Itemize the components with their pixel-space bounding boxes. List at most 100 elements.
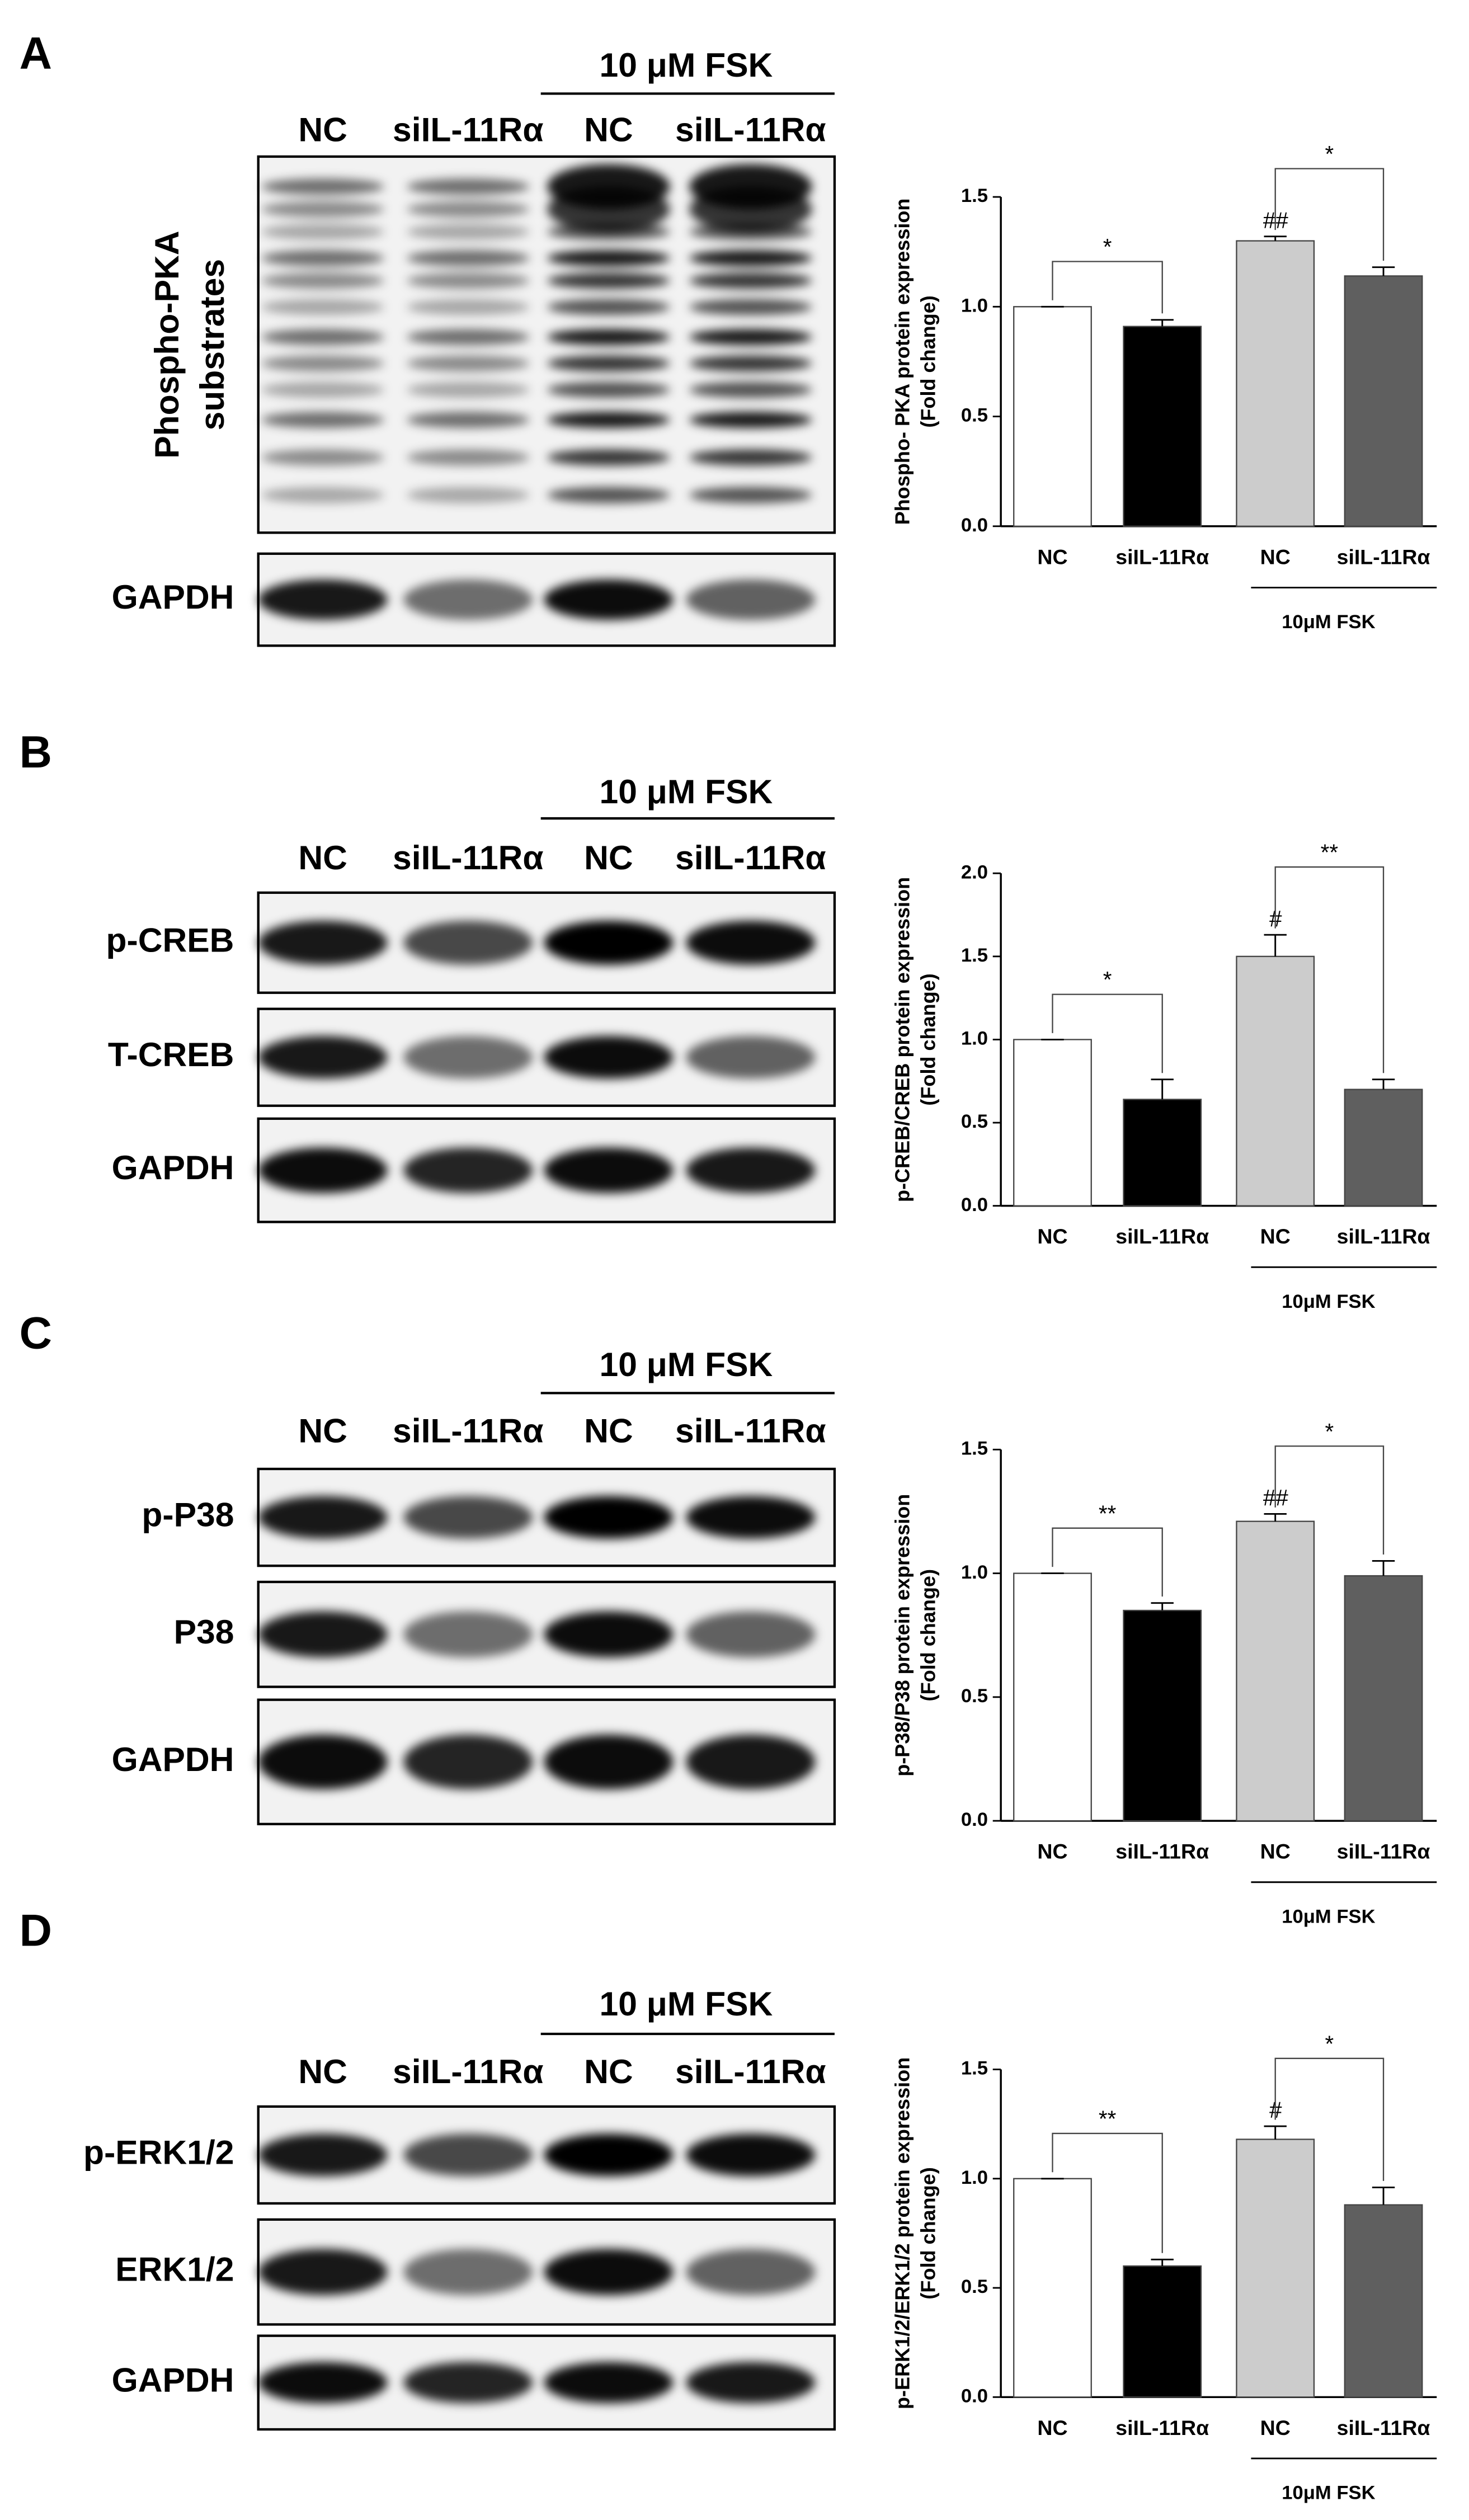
blot-bands <box>258 2249 816 2295</box>
band <box>261 381 384 398</box>
band <box>686 1496 816 1539</box>
band <box>689 355 812 372</box>
band <box>547 299 670 315</box>
row-label: substrates <box>193 259 231 430</box>
band <box>686 1611 816 1658</box>
x-tick-label: NC <box>1037 2416 1067 2439</box>
band <box>407 487 530 503</box>
band <box>407 201 530 218</box>
group-label: 10μM FSK <box>1282 611 1375 633</box>
band <box>407 381 530 398</box>
x-tick-label: siIL-11Rα <box>1115 1224 1209 1248</box>
row-label: GAPDH <box>112 1148 234 1186</box>
band <box>407 329 530 346</box>
band <box>403 579 533 620</box>
band <box>686 2249 816 2295</box>
error-bar <box>1372 266 1395 276</box>
x-tick-label: NC <box>1037 545 1067 568</box>
band <box>261 250 384 266</box>
band <box>689 449 812 466</box>
band <box>689 223 812 240</box>
row-label: Phospho-PKA <box>148 230 186 458</box>
band <box>258 1496 388 1539</box>
error-bar <box>1264 2125 1287 2140</box>
band <box>689 381 812 398</box>
error-bar <box>1151 2258 1174 2266</box>
band <box>407 178 530 195</box>
blot-bands <box>258 579 816 620</box>
band <box>403 2133 533 2177</box>
band <box>258 2133 388 2177</box>
band <box>686 1734 816 1789</box>
band <box>258 1147 388 1193</box>
band <box>544 579 674 620</box>
band <box>689 487 812 503</box>
significance-label: ** <box>1099 1500 1117 1526</box>
y-tick-label: 1.5 <box>961 945 988 966</box>
band <box>261 412 384 428</box>
lane-label: siIL-11Rα <box>393 111 544 149</box>
band <box>689 272 812 289</box>
error-bar <box>1151 1602 1174 1610</box>
bar <box>1344 1089 1423 1207</box>
band <box>686 920 816 965</box>
band <box>547 186 670 232</box>
error-bar <box>1264 934 1287 957</box>
x-tick-label: siIL-11Rα <box>1115 545 1209 568</box>
band <box>544 920 674 965</box>
y-axis-label: (Fold change) <box>917 2167 940 2299</box>
lane-label: NC <box>298 1412 347 1450</box>
bar <box>1236 240 1315 527</box>
error-bar <box>1264 1513 1287 1522</box>
error-bar <box>1151 319 1174 327</box>
lane-label: NC <box>298 2052 347 2090</box>
band <box>403 1147 533 1193</box>
y-tick-label: 1.0 <box>961 295 988 316</box>
blot-bands <box>258 2133 816 2177</box>
y-tick-label: 0.0 <box>961 1194 988 1216</box>
band <box>258 1734 388 1789</box>
x-tick-label: NC <box>1260 1840 1291 1863</box>
y-tick-label: 1.0 <box>961 1028 988 1049</box>
row-label: p-ERK1/2 <box>83 2133 234 2171</box>
x-tick-label: NC <box>1037 1840 1067 1863</box>
band <box>547 250 670 266</box>
treatment-label: 10 μM FSK <box>600 1985 773 2023</box>
significance-bracket <box>1052 1527 1163 1597</box>
row-label: GAPDH <box>112 578 234 616</box>
blot-bands <box>258 1734 816 1789</box>
y-tick-label: 1.0 <box>961 2167 988 2188</box>
y-axis-label: (Fold change) <box>917 295 940 427</box>
band <box>689 329 812 346</box>
x-tick-label: NC <box>1260 2416 1291 2439</box>
band <box>407 250 530 266</box>
lane-label: siIL-11Rα <box>393 1412 544 1450</box>
band <box>547 355 670 372</box>
y-axis-label: Phospho- PKA protein expression <box>891 199 914 525</box>
bar <box>1236 1520 1315 1822</box>
band <box>258 579 388 620</box>
band <box>407 223 530 240</box>
y-tick-label: 1.0 <box>961 1562 988 1583</box>
lane-label: NC <box>298 839 347 877</box>
row-label: T-CREB <box>108 1035 234 1073</box>
band <box>261 272 384 289</box>
significance-label: * <box>1325 2031 1334 2056</box>
group-label: 10μM FSK <box>1282 1906 1375 1927</box>
band <box>544 1734 674 1789</box>
band <box>261 329 384 346</box>
y-tick-label: 0.0 <box>961 1809 988 1830</box>
band <box>544 1036 674 1079</box>
bar <box>1236 2139 1315 2398</box>
band <box>544 1496 674 1539</box>
lane-label: siIL-11Rα <box>675 839 826 877</box>
blot-bands <box>258 1611 816 1658</box>
band <box>261 487 384 503</box>
group-label: 10μM FSK <box>1282 2483 1375 2504</box>
significance-bracket <box>1274 1445 1385 1555</box>
band <box>686 1036 816 1079</box>
x-tick-label: siIL-11Rα <box>1337 545 1430 568</box>
row-label: p-CREB <box>106 921 234 959</box>
x-tick-label: siIL-11Rα <box>1337 2416 1430 2439</box>
